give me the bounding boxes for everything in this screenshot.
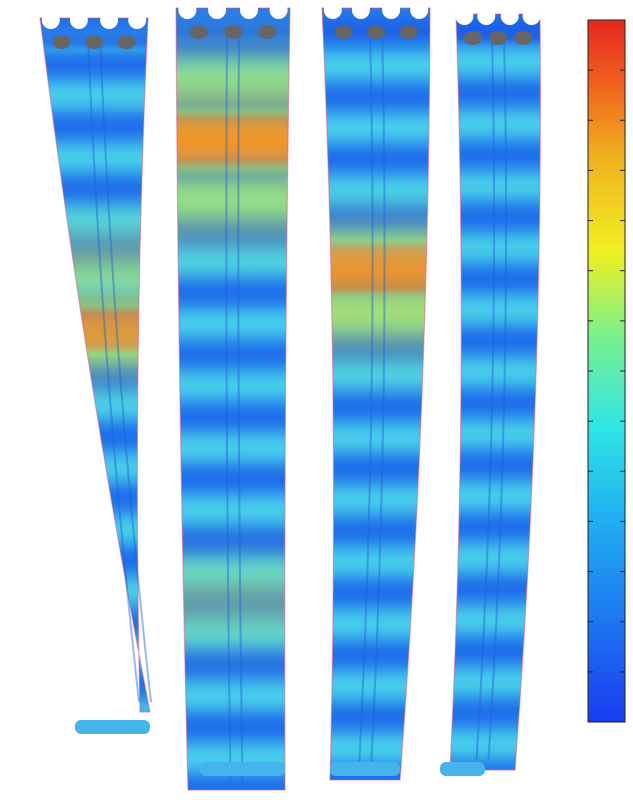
notch	[52, 35, 71, 49]
strip-edge	[39, 17, 151, 713]
strip-seam	[225, 27, 232, 781]
strip-seam	[87, 37, 140, 703]
strip	[322, 8, 430, 780]
notch	[224, 25, 242, 39]
colorbar	[587, 19, 626, 723]
crown	[239, 1, 258, 19]
strip-seam	[99, 37, 152, 703]
crown	[128, 11, 147, 29]
crown	[522, 7, 541, 25]
colorbar-ticks	[588, 69, 625, 673]
strip-seam	[487, 33, 508, 761]
strip	[176, 8, 290, 790]
strip-edge	[321, 7, 431, 781]
strip-seam	[475, 33, 496, 761]
fragment	[200, 762, 285, 776]
strip-edge	[175, 7, 291, 791]
crown	[323, 1, 342, 19]
fragment	[440, 762, 485, 776]
crown	[41, 11, 60, 29]
strip-seam	[370, 27, 386, 771]
crown	[269, 1, 288, 19]
crown	[477, 7, 496, 25]
notch	[334, 25, 353, 39]
notch	[463, 31, 482, 45]
crown	[178, 1, 197, 19]
crown	[500, 7, 519, 25]
notch	[489, 31, 507, 45]
fragment	[75, 720, 150, 734]
notch	[514, 31, 533, 45]
fragment	[330, 762, 400, 776]
crown	[410, 1, 429, 19]
notch	[258, 25, 277, 39]
strips	[39, 1, 541, 791]
crown	[208, 1, 227, 19]
notch	[399, 25, 418, 39]
notch	[117, 35, 136, 49]
strip	[450, 14, 541, 770]
crown	[351, 1, 370, 19]
strip	[40, 18, 150, 712]
notch	[367, 25, 385, 39]
crown	[69, 11, 88, 29]
crown	[382, 1, 401, 19]
crown	[455, 7, 474, 25]
strip-seam	[358, 27, 374, 771]
notch	[85, 35, 103, 49]
crown	[100, 11, 119, 29]
notch	[189, 25, 208, 39]
strip-seam	[237, 27, 244, 781]
strip-edge	[449, 13, 541, 771]
